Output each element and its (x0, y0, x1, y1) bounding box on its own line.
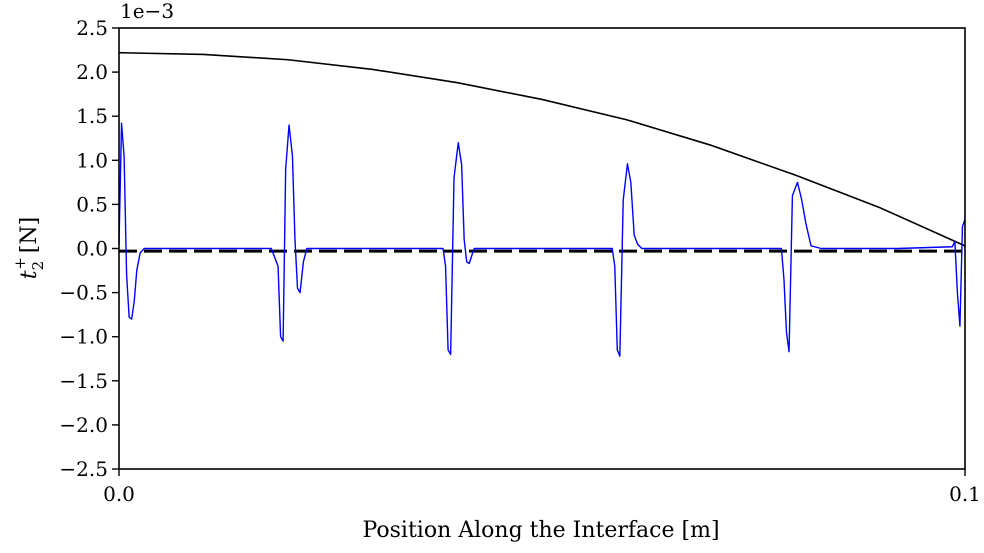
y-axis-label-subscript: 2 (29, 261, 47, 271)
series-layer (118, 51, 966, 357)
series-line-3 (118, 122, 966, 357)
y-axis-label-superscript: + (11, 257, 29, 270)
x-axis-label: Position Along the Interface [m] (362, 518, 719, 543)
y-axis-multiplier: 1e−3 (120, 0, 174, 23)
y-tick-label: 0.0 (76, 237, 108, 261)
y-tick-label: 2.0 (76, 60, 108, 84)
y-tick-label: −1.0 (59, 325, 108, 349)
y-tick-label: 0.5 (76, 192, 108, 216)
y-tick-label: −1.5 (59, 369, 108, 393)
y-tick-label: 1.0 (76, 148, 108, 172)
y-tick-label: 2.5 (76, 16, 108, 40)
y-axis-label: t2+ [N] (11, 217, 47, 279)
series-line-1 (118, 51, 966, 247)
y-axis-label-unit: [N] (17, 217, 42, 253)
plot-frame (118, 27, 966, 470)
y-tick-label: 1.5 (76, 104, 108, 128)
y-axis-label-symbol: t (17, 270, 42, 279)
y-tick-label: −2.5 (59, 457, 108, 481)
y-tick-label: −2.0 (59, 413, 108, 437)
tick-layer: 2.52.01.51.00.50.0−0.5−1.0−1.5−2.0−2.50.… (59, 16, 980, 506)
x-tick-label: 0.0 (103, 482, 135, 506)
x-tick-label: 0.1 (949, 482, 981, 506)
y-tick-label: −0.5 (59, 281, 108, 305)
